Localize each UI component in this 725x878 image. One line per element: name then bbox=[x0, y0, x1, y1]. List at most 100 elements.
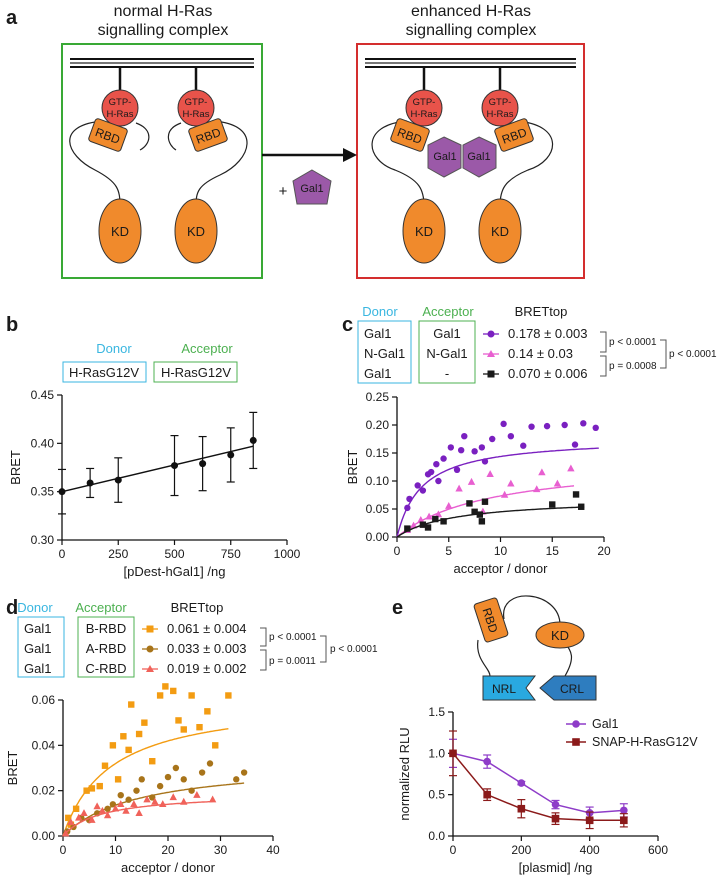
donor-header: Donor bbox=[17, 600, 53, 615]
gtp-hras-sphere bbox=[177, 89, 215, 127]
data-point bbox=[528, 423, 535, 430]
legend-label: SNAP-H-RasG12V bbox=[592, 735, 698, 749]
x-tick-label: 0 bbox=[60, 843, 67, 857]
y-tick-label: 0.30 bbox=[31, 533, 55, 547]
data-point bbox=[151, 797, 159, 805]
data-point bbox=[240, 769, 248, 776]
normal-complex-title-line2: signalling complex bbox=[98, 22, 229, 39]
y-tick-label: 0.40 bbox=[31, 436, 55, 450]
p-value: p = 0.0008 bbox=[609, 361, 657, 372]
data-point bbox=[249, 436, 257, 444]
y-tick-label: 0.10 bbox=[366, 474, 390, 488]
data-point bbox=[159, 800, 167, 807]
arrow-head-icon bbox=[343, 148, 357, 162]
panel-a-letter: a bbox=[6, 7, 18, 29]
data-point bbox=[507, 433, 515, 440]
data-point bbox=[135, 730, 143, 738]
gal1-pentagon-icon bbox=[292, 169, 332, 205]
donor-row: Gal1 bbox=[24, 621, 51, 636]
rbd-block: RBD bbox=[188, 118, 228, 152]
data-point bbox=[88, 785, 96, 792]
kd-label: KD bbox=[111, 224, 129, 239]
chart-panel-d: 0 10 20 30 40 0.00 0.02 0.04 0.06 acceptor / dono… bbox=[5, 683, 280, 875]
data-point bbox=[128, 701, 135, 708]
x-tick-label: 10 bbox=[109, 843, 123, 857]
p-value: p < 0.0001 bbox=[609, 337, 657, 348]
brettop-value: 0.14 ± 0.03 bbox=[508, 346, 573, 361]
y-tick-label: 0.00 bbox=[366, 530, 390, 544]
data-point bbox=[427, 468, 435, 476]
data-point bbox=[114, 476, 122, 484]
gtp-label: GTP- bbox=[185, 97, 208, 108]
data-point bbox=[481, 498, 489, 505]
data-point bbox=[561, 421, 568, 429]
donor-value: H-RasG12V bbox=[69, 365, 139, 380]
legend-marker-triangle bbox=[146, 665, 154, 672]
donor-row: Gal1 bbox=[364, 326, 391, 341]
donor-row: Gal1 bbox=[364, 366, 391, 381]
x-tick-label: 500 bbox=[164, 547, 184, 561]
p-value: p < 0.0001 bbox=[669, 349, 717, 360]
y-axis-label: BRET bbox=[5, 751, 20, 786]
data-point bbox=[457, 447, 465, 454]
x-tick-label: 0 bbox=[394, 544, 401, 558]
brettop-header: BRETtop bbox=[171, 600, 224, 615]
kd-domain bbox=[174, 198, 218, 264]
data-point bbox=[170, 687, 177, 695]
data-point bbox=[117, 792, 124, 799]
data-point bbox=[125, 746, 132, 754]
data-point bbox=[143, 795, 151, 803]
crl-label: CRL bbox=[560, 682, 584, 696]
legend-marker-square bbox=[487, 370, 495, 378]
data-point bbox=[188, 692, 195, 699]
fit-line bbox=[61, 445, 254, 493]
data-point bbox=[486, 470, 494, 477]
x-tick-label: 10 bbox=[494, 544, 508, 558]
data-point bbox=[449, 749, 457, 758]
data-point bbox=[553, 479, 562, 487]
series-line bbox=[452, 752, 624, 822]
data-point bbox=[478, 518, 486, 525]
nrl-fragment bbox=[482, 675, 536, 701]
panel-b-letter: b bbox=[6, 314, 18, 336]
y-axis-label: BRET bbox=[8, 450, 23, 485]
y-tick-label: 0.00 bbox=[32, 829, 56, 843]
data-point bbox=[481, 458, 489, 465]
membrane bbox=[365, 58, 576, 68]
gal1-label: Gal1 bbox=[467, 151, 490, 163]
donor-header: Donor bbox=[96, 341, 132, 356]
kd-domain bbox=[402, 198, 446, 264]
gal1-label: Gal1 bbox=[433, 151, 456, 163]
normal-complex-frame bbox=[61, 43, 263, 279]
enhanced-complex-title-line2: signalling complex bbox=[406, 22, 537, 39]
data-point bbox=[453, 466, 461, 473]
data-point bbox=[620, 806, 628, 815]
data-point bbox=[198, 769, 206, 776]
y-tick-label: 0.45 bbox=[31, 388, 55, 402]
y-tick-label: 0.05 bbox=[366, 502, 390, 516]
x-axis-label: [plasmid] /ng bbox=[519, 860, 593, 875]
data-point bbox=[404, 525, 411, 532]
legend-marker-square bbox=[146, 625, 154, 633]
acceptor-row: N-Gal1 bbox=[426, 346, 467, 361]
data-point bbox=[111, 804, 120, 812]
data-point bbox=[434, 510, 443, 518]
x-tick-label: 20 bbox=[161, 843, 175, 857]
acceptor-row: Gal1 bbox=[433, 326, 460, 341]
fit-curve bbox=[396, 447, 599, 538]
data-point bbox=[180, 776, 187, 783]
data-point bbox=[572, 491, 580, 498]
data-point bbox=[447, 444, 455, 451]
chart-panel-b: 0 250 500 750 1000 0.30 0.35 0.40 0.45 [pDest-hGa… bbox=[8, 388, 301, 579]
data-point bbox=[424, 524, 432, 531]
data-point bbox=[419, 487, 427, 494]
plus-sign: + bbox=[279, 183, 288, 200]
data-point bbox=[533, 485, 541, 493]
x-tick-label: 15 bbox=[546, 544, 560, 558]
data-point bbox=[404, 504, 411, 512]
data-point bbox=[440, 518, 447, 525]
data-point bbox=[149, 758, 156, 765]
legend-marker-circle bbox=[487, 330, 495, 338]
enhanced-complex-frame bbox=[356, 43, 585, 279]
data-point bbox=[435, 477, 442, 485]
